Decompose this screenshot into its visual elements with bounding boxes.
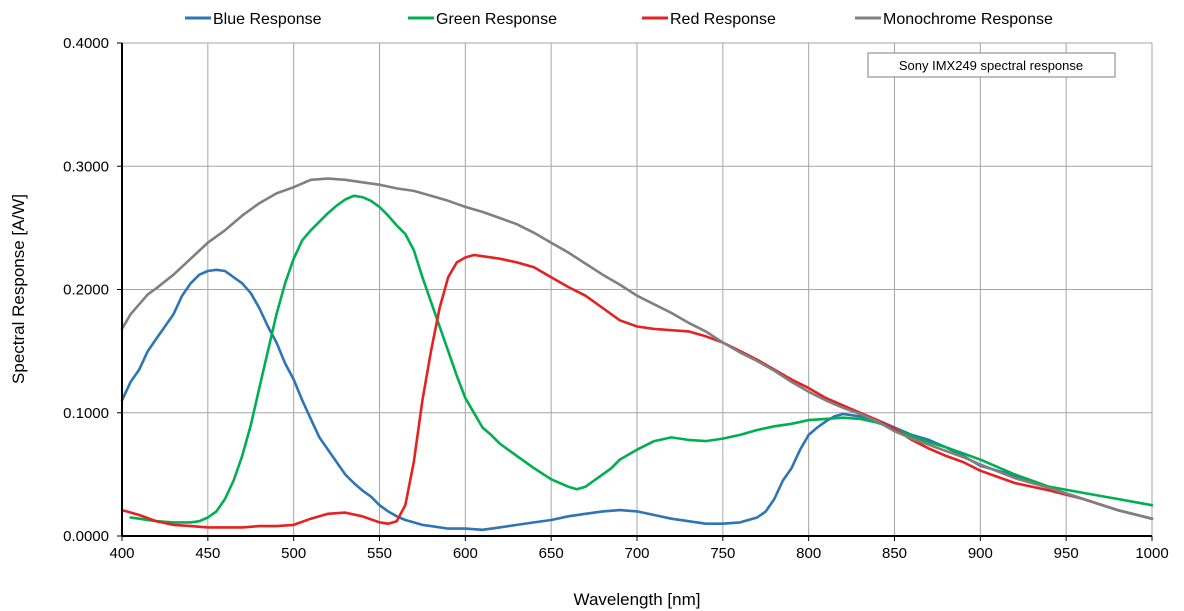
series-line-green-response [129, 194, 1154, 524]
x-tick-label: 600 [453, 545, 478, 562]
legend-label: Green Response [436, 11, 557, 28]
grid [122, 42, 1153, 536]
y-axis-title: Spectral Response [A/W] [9, 194, 28, 384]
axes [117, 42, 1153, 541]
series-line-monochrome-response [120, 177, 1154, 521]
x-tick-label: 500 [281, 545, 306, 562]
x-tick-label: 700 [624, 545, 649, 562]
y-tick-label: 0.3000 [63, 158, 109, 175]
y-tick-label: 0.4000 [63, 35, 109, 52]
legend-label: Red Response [670, 11, 776, 28]
x-tick-label: 850 [882, 545, 907, 562]
legend-item: Monochrome Response [855, 11, 1053, 28]
x-tick-labels: 400 450 500 550 600 650 700 750 800 850 900 950 1000 [109, 545, 1168, 562]
legend-item: Green Response [408, 11, 557, 28]
y-tick-label: 0.1000 [63, 405, 109, 422]
legend-label: Blue Response [213, 11, 322, 28]
annotation-box: Sony IMX249 spectral response [867, 52, 1116, 78]
y-tick-label: 0.2000 [63, 282, 109, 299]
y-tick-label: 0.0000 [63, 528, 109, 545]
legend-label: Monochrome Response [883, 11, 1053, 28]
x-tick-label: 800 [796, 545, 821, 562]
series-line-red-response [120, 253, 1154, 529]
series-lines [120, 177, 1154, 532]
x-tick-label: 450 [195, 545, 220, 562]
x-tick-label: 900 [968, 545, 993, 562]
x-tick-label: 650 [539, 545, 564, 562]
x-tick-label: 400 [109, 545, 134, 562]
x-tick-label: 1000 [1135, 545, 1168, 562]
x-tick-label: 950 [1054, 545, 1079, 562]
legend-item: Red Response [642, 11, 776, 28]
x-axis-title: Wavelength [nm] [574, 590, 701, 609]
y-tick-labels: 0.0000 0.1000 0.2000 0.3000 0.4000 [63, 35, 109, 545]
legend: Blue Response Green Response Red Response M… [185, 11, 1053, 28]
x-tick-label: 550 [367, 545, 392, 562]
legend-item: Blue Response [185, 11, 322, 28]
annotation-text: Sony IMX249 spectral response [899, 58, 1083, 73]
x-tick-label: 750 [710, 545, 735, 562]
series-line-blue-response [120, 268, 1154, 532]
